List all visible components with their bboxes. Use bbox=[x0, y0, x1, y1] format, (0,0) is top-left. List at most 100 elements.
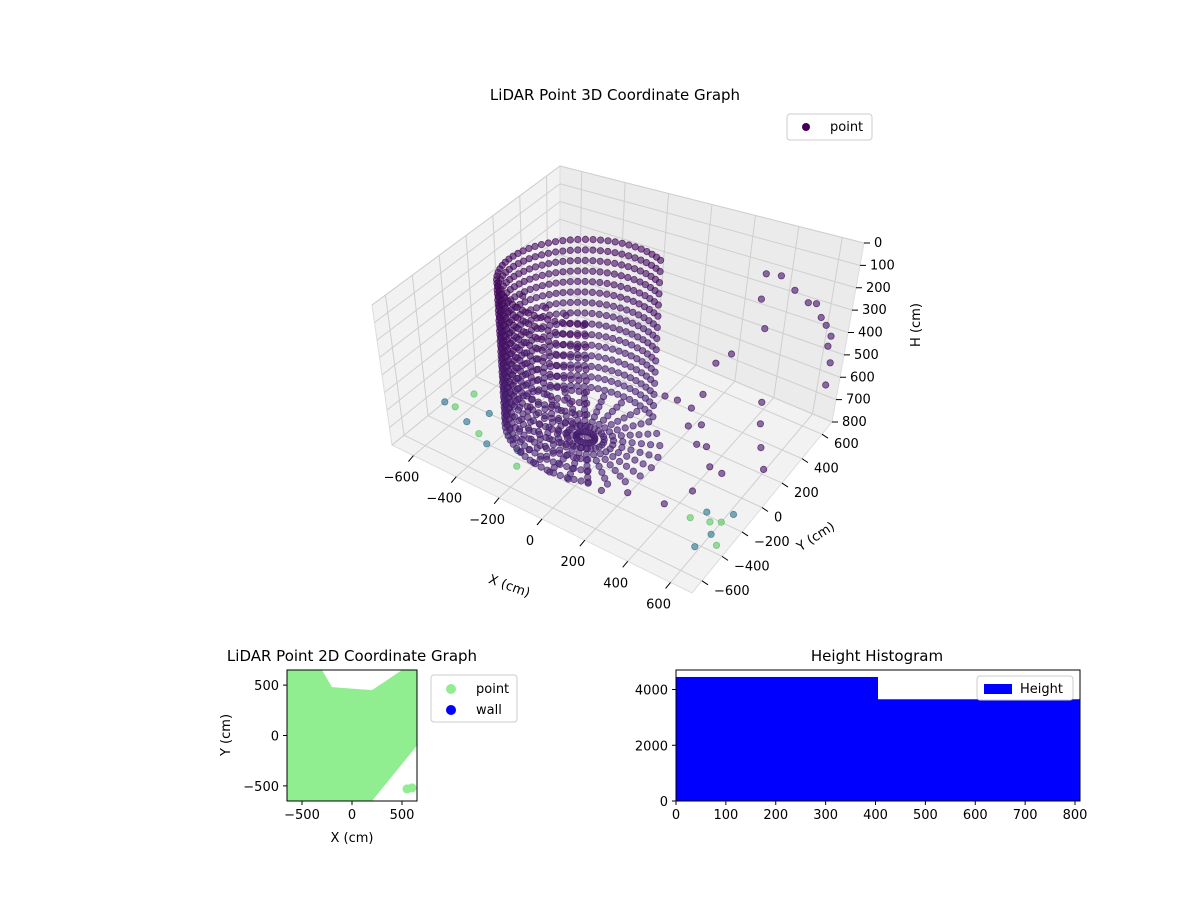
point-3d bbox=[538, 292, 547, 300]
point-3d bbox=[617, 282, 625, 291]
point-3d bbox=[636, 402, 644, 410]
point-3d bbox=[521, 452, 529, 460]
point-3d bbox=[569, 442, 577, 450]
x-axis-label-2d: X (cm) bbox=[331, 831, 374, 846]
point-3d bbox=[627, 363, 635, 371]
x-tick-label-3d: −400 bbox=[426, 492, 462, 507]
point-3d bbox=[637, 440, 646, 448]
point-3d bbox=[621, 360, 629, 368]
point-3d bbox=[610, 281, 618, 289]
legend-hist-swatch bbox=[984, 684, 1012, 694]
point-3d bbox=[558, 330, 567, 338]
point-3d bbox=[518, 399, 526, 407]
point-3d bbox=[608, 356, 616, 364]
point-3d bbox=[553, 383, 561, 391]
point-3d bbox=[566, 309, 575, 317]
point-3d bbox=[566, 342, 575, 350]
point-3d bbox=[540, 390, 548, 398]
point-3d bbox=[718, 469, 726, 477]
point-3d bbox=[581, 246, 590, 254]
point-3d bbox=[577, 466, 585, 474]
point-3d bbox=[539, 302, 547, 310]
point-3d bbox=[616, 304, 624, 312]
point-3d bbox=[609, 452, 617, 461]
point-3d bbox=[654, 312, 662, 320]
point-3d bbox=[601, 354, 610, 362]
point-3d bbox=[549, 447, 557, 455]
point-3d bbox=[559, 247, 567, 255]
point-3d bbox=[596, 278, 604, 287]
point-3d bbox=[607, 420, 615, 429]
point-3d bbox=[519, 328, 528, 336]
point-3d bbox=[631, 387, 640, 396]
point-3d bbox=[519, 317, 527, 325]
point-3d bbox=[532, 283, 540, 291]
point-3d bbox=[614, 448, 623, 457]
point-3d bbox=[568, 397, 576, 406]
point-3d bbox=[523, 402, 531, 411]
point-3d bbox=[545, 359, 554, 368]
point-3d bbox=[575, 410, 584, 418]
point-3d bbox=[614, 417, 622, 425]
x-tick-label-hist: 600 bbox=[963, 808, 988, 823]
point-3d bbox=[599, 416, 608, 424]
point-3d bbox=[622, 328, 630, 336]
point-3d bbox=[568, 420, 577, 428]
point-3d bbox=[521, 360, 529, 368]
point-3d bbox=[552, 310, 560, 318]
point-3d bbox=[515, 427, 524, 435]
x-tick-3d bbox=[579, 539, 586, 547]
point-3d bbox=[551, 317, 559, 325]
point-3d bbox=[717, 518, 725, 526]
point-3d bbox=[556, 460, 564, 469]
point-3d bbox=[560, 363, 568, 371]
point-3d bbox=[483, 440, 491, 448]
x-tick-3d bbox=[665, 582, 671, 589]
point-3d bbox=[777, 272, 786, 280]
point-3d bbox=[588, 299, 596, 307]
point-3d bbox=[559, 352, 567, 360]
point-3d bbox=[581, 332, 590, 340]
point-3d bbox=[545, 290, 553, 299]
point-3d bbox=[515, 417, 523, 425]
point-3d bbox=[582, 388, 591, 396]
y-tick-3d bbox=[821, 433, 829, 439]
z-tick-label-3d: 700 bbox=[846, 393, 871, 408]
point-3d bbox=[551, 328, 559, 336]
point-3d bbox=[529, 417, 538, 425]
legend-3d: point bbox=[786, 113, 873, 141]
y-axis-label-3d: Y (cm) bbox=[794, 519, 838, 555]
point-3d bbox=[538, 346, 546, 354]
x-tick-3d bbox=[450, 476, 457, 484]
grid-line-z bbox=[376, 200, 857, 341]
x-tick-label-3d: −600 bbox=[384, 471, 420, 486]
point-3d bbox=[531, 242, 539, 250]
plot-frame-hist bbox=[675, 669, 1081, 802]
point-3d bbox=[566, 288, 575, 296]
point-3d bbox=[604, 412, 612, 420]
legend-3d-label: point bbox=[830, 120, 863, 135]
point-3d bbox=[613, 426, 621, 434]
point-3d bbox=[655, 278, 664, 287]
point-3d bbox=[606, 461, 614, 469]
point-3d bbox=[587, 383, 595, 392]
point-3d bbox=[761, 324, 769, 333]
point-3d bbox=[538, 282, 547, 290]
point-3d bbox=[623, 284, 632, 292]
grid-line-z bbox=[391, 307, 833, 446]
point-3d bbox=[548, 425, 556, 433]
point-3d bbox=[546, 381, 554, 389]
point-3d bbox=[532, 293, 540, 302]
point-3d bbox=[791, 286, 799, 294]
point-3d bbox=[547, 414, 556, 422]
point-3d bbox=[560, 374, 568, 382]
grid-line-z bbox=[374, 183, 861, 323]
point-3d bbox=[550, 469, 558, 477]
point-3d bbox=[544, 315, 552, 324]
point-3d bbox=[513, 462, 521, 470]
point-3d bbox=[570, 464, 578, 472]
y-tick-label-2d: 500 bbox=[254, 679, 279, 694]
point-region-2d bbox=[287, 670, 417, 801]
point-3d bbox=[608, 367, 616, 375]
point-3d bbox=[537, 463, 545, 471]
